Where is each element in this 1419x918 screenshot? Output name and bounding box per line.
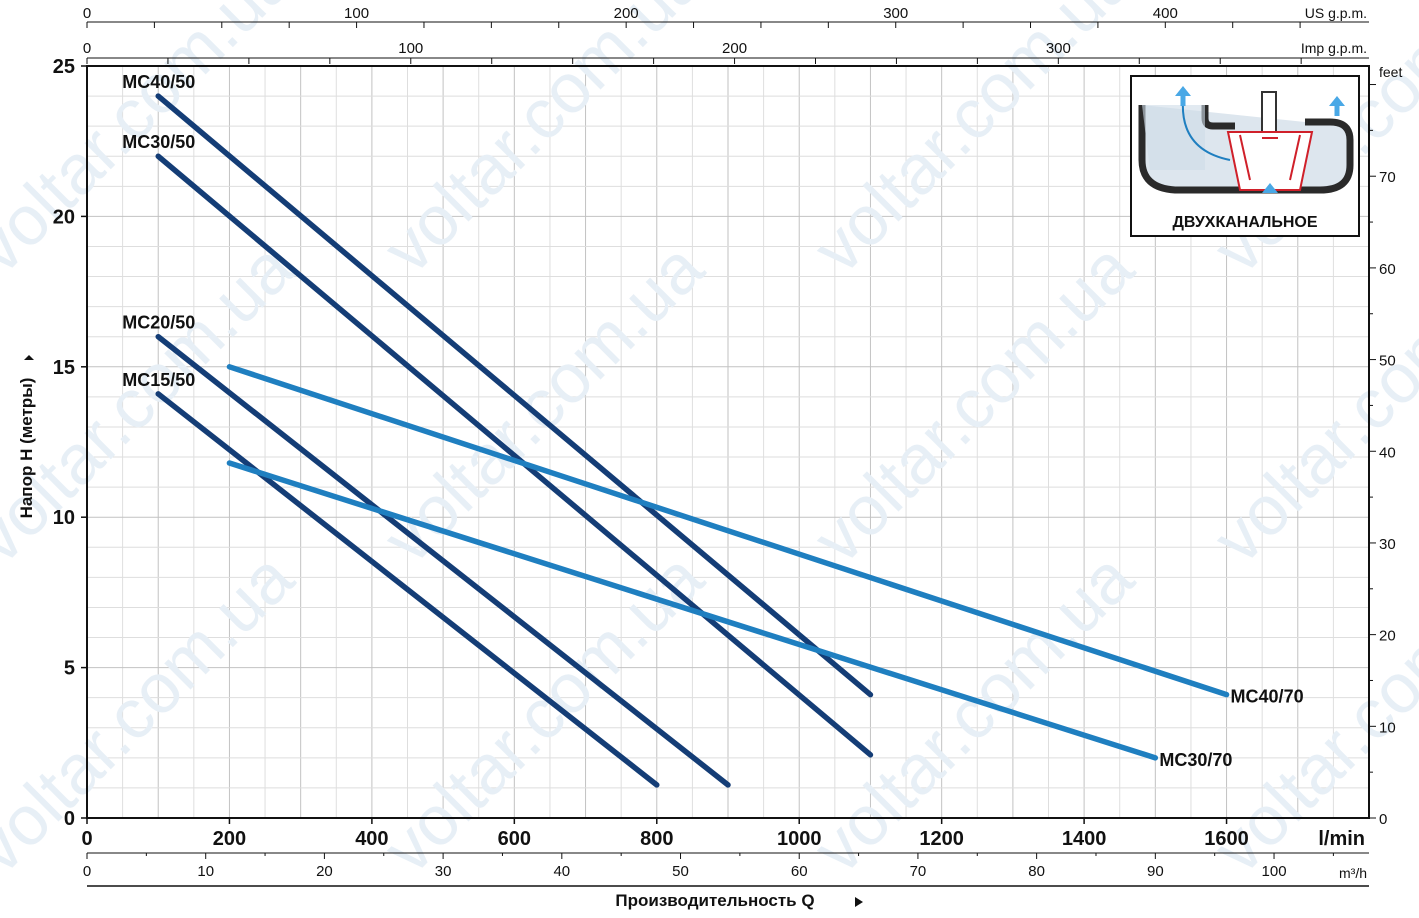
us-gpm-tick-label: 100 (344, 5, 369, 22)
feet-tick-label: 0 (1379, 811, 1387, 828)
series-line-mc30-50 (155, 153, 874, 758)
x-tick-label: 600 (498, 828, 531, 850)
imp-gpm-unit-label: Imp g.p.m. (1301, 40, 1367, 56)
x-unit-label: l/min (1318, 828, 1365, 850)
series-line-mc15-50 (155, 391, 660, 788)
m3h-tick-label: 10 (197, 863, 214, 880)
impeller-inset: ДВУХКАНАЛЬНОЕ (1130, 75, 1360, 237)
x-tick-label: 200 (213, 828, 246, 850)
feet-tick-label: 60 (1379, 261, 1396, 278)
x-axis-arrow-icon (855, 897, 863, 907)
imp-gpm-tick-label: 200 (722, 40, 747, 57)
m3h-tick-label: 40 (553, 863, 570, 880)
m3h-unit-label: m³/h (1339, 865, 1367, 881)
y-tick-label: 15 (53, 357, 75, 379)
feet-tick-label: 40 (1379, 444, 1396, 461)
series-line-mc40-70 (226, 364, 1230, 698)
y-axis-title: Напор H (метры) (17, 378, 36, 519)
y-axis-arrow-icon (24, 355, 34, 360)
m3h-tick-label: 20 (316, 863, 333, 880)
watermark-text: voltar.com.ua (0, 228, 308, 578)
series-line-mc40-50 (155, 93, 874, 698)
x-tick-label: 400 (355, 828, 388, 850)
m3h-tick-label: 50 (672, 863, 689, 880)
us-gpm-tick-label: 0 (83, 5, 91, 22)
y-tick-label: 20 (53, 206, 75, 228)
m3h-tick-label: 60 (791, 863, 808, 880)
watermark-text: voltar.com.ua (0, 538, 308, 888)
series-label: MC40/50 (122, 72, 195, 92)
imp-gpm-tick-label: 300 (1046, 40, 1071, 57)
y-tick-label: 5 (64, 658, 75, 680)
m3h-tick-label: 100 (1262, 863, 1287, 880)
x-tick-label: 800 (640, 828, 673, 850)
x-tick-label: 0 (81, 828, 92, 850)
x-tick-label: 1000 (777, 828, 822, 850)
m3h-tick-label: 70 (910, 863, 927, 880)
feet-tick-label: 20 (1379, 628, 1396, 645)
series-label: MC40/70 (1231, 687, 1304, 707)
watermark-text: voltar.com.ua (1198, 228, 1419, 578)
feet-unit-label: feet (1379, 64, 1402, 80)
plot-frame (86, 65, 1370, 819)
imp-gpm-tick-label: 0 (83, 40, 91, 57)
series-label: MC30/70 (1159, 750, 1232, 770)
series-line-mc30-70 (226, 460, 1159, 761)
y-tick-label: 0 (64, 808, 75, 830)
m3h-tick-label: 80 (1028, 863, 1045, 880)
inset-label: ДВУХКАНАЛЬНОЕ (1173, 214, 1318, 231)
feet-tick-label: 70 (1379, 169, 1396, 186)
feet-tick-label: 30 (1379, 536, 1396, 553)
feet-tick-label: 50 (1379, 353, 1396, 370)
series-label: MC20/50 (122, 313, 195, 333)
x-tick-label: 1600 (1204, 828, 1249, 850)
y-tick-label: 25 (53, 56, 75, 78)
us-gpm-tick-label: 400 (1153, 5, 1178, 22)
x-tick-label: 1400 (1062, 828, 1107, 850)
us-gpm-unit-label: US g.p.m. (1305, 5, 1367, 21)
series-lines (155, 93, 1230, 788)
x-tick-label: 1200 (919, 828, 964, 850)
series-labels: MC40/50 MC30/50 MC20/50 MC15/50 MC40/70 MC30/… (122, 72, 1303, 770)
series-line-mc20-50 (155, 333, 731, 788)
series-label: MC15/50 (122, 370, 195, 390)
feet-tick-label: 10 (1379, 719, 1396, 736)
x-axis-title: Производительность Q (615, 891, 814, 910)
us-gpm-tick-label: 200 (614, 5, 639, 22)
m3h-tick-label: 30 (435, 863, 452, 880)
m3h-tick-label: 0 (83, 863, 91, 880)
us-gpm-tick-label: 300 (883, 5, 908, 22)
m3h-tick-label: 90 (1147, 863, 1164, 880)
series-label: MC30/50 (122, 132, 195, 152)
imp-gpm-tick-label: 100 (398, 40, 423, 57)
y-tick-label: 10 (53, 507, 75, 529)
